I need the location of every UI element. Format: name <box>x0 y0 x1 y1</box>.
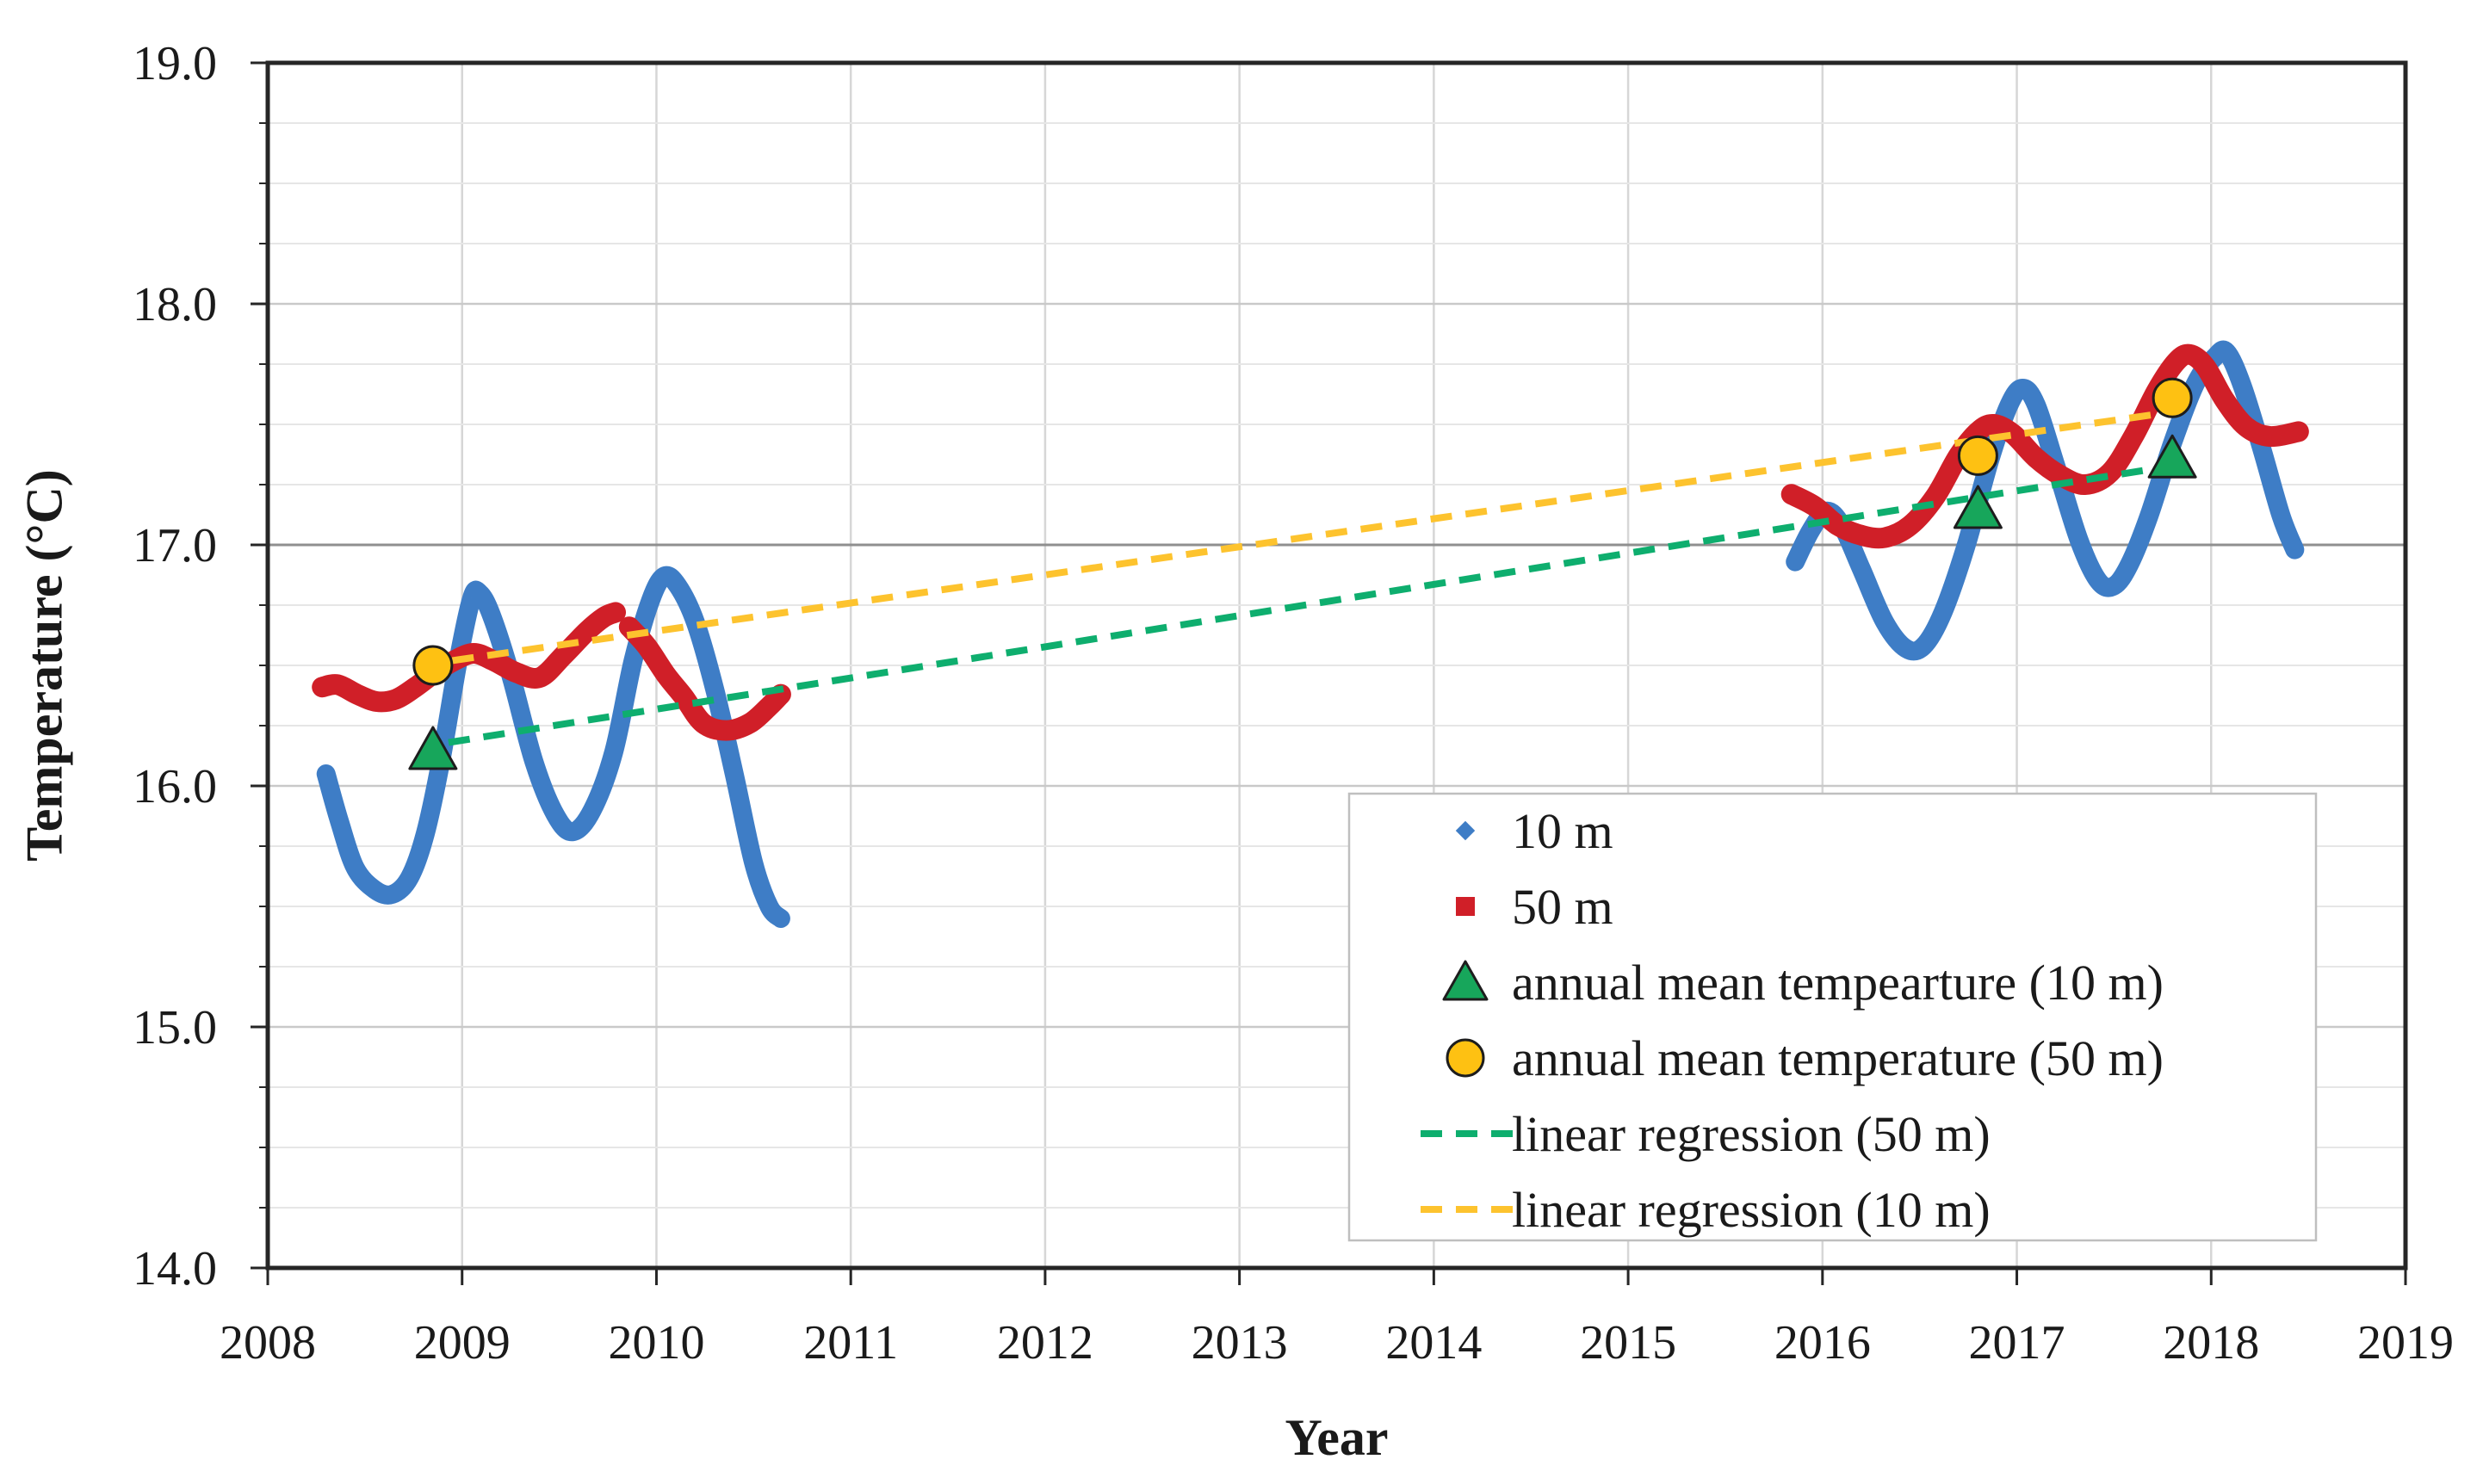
y-tick-labels: 19.0 18.0 17.0 16.0 15.0 14.0 <box>133 37 217 1295</box>
x-tick-label-2010: 2010 <box>608 1316 704 1370</box>
annual-mean-50m-marker <box>2152 377 2193 418</box>
annual-mean-10m-marker <box>408 726 458 770</box>
y-tick-label-19.0: 19.0 <box>133 37 217 90</box>
legend-label-3: annual mean tempearture (10 m) <box>1512 955 2164 1011</box>
annual-mean-markers <box>408 377 2197 770</box>
legend-label-5: linear regression (50 m) <box>1512 1106 1991 1162</box>
series-50m-segment-2 <box>618 616 791 741</box>
legend-label-4: annual mean temperature (50 m) <box>1512 1030 2164 1086</box>
data-series-lines <box>312 340 2309 928</box>
series-10m-segment-2 <box>1786 340 2305 661</box>
regression-line-50m <box>448 464 2162 746</box>
y-tick-label-18.0: 18.0 <box>133 278 217 331</box>
x-tick-label-2019: 2019 <box>2357 1316 2454 1370</box>
y-tick-label-15.0: 15.0 <box>133 1001 217 1054</box>
x-tick-label-2015: 2015 <box>1580 1316 1676 1370</box>
legend-label-6: linear regression (10 m) <box>1512 1182 1991 1238</box>
x-tick-label-2016: 2016 <box>1774 1316 1871 1370</box>
annual-mean-10m-marker <box>1953 485 2003 529</box>
series-10m-segment-1 <box>316 566 790 928</box>
x-tick-label-2013: 2013 <box>1192 1316 1288 1370</box>
x-tick-label-2014: 2014 <box>1385 1316 1482 1370</box>
legend-label-1: 10 m <box>1512 803 1613 859</box>
legend-square-swatch-50m <box>1456 897 1475 916</box>
legend-box <box>1347 792 2318 1242</box>
x-tick-label-2009: 2009 <box>414 1316 511 1370</box>
x-tick-label-2017: 2017 <box>1969 1316 2065 1370</box>
y-axis-title: Temperature (°C) <box>15 469 73 862</box>
series-50m-segment-3 <box>1780 343 2309 549</box>
x-tick-label-2018: 2018 <box>2163 1316 2259 1370</box>
annual-mean-10m-marker <box>2147 434 2197 479</box>
x-tick-label-2008: 2008 <box>220 1316 316 1370</box>
y-tick-label-16.0: 16.0 <box>133 760 217 813</box>
regression-lines <box>448 411 2162 746</box>
legend: 10 m 50 m annual mean tempearture (10 m) an… <box>1347 792 2318 1242</box>
x-tick-label-2012: 2012 <box>997 1316 1093 1370</box>
legend-circle-swatch <box>1446 1038 1485 1078</box>
regression-line-10m <box>451 411 2154 665</box>
x-tick-labels: 2008 2009 2010 2011 2012 2013 2014 2015 2016 2017… <box>220 1316 2454 1370</box>
y-tick-label-14.0: 14.0 <box>133 1242 217 1295</box>
annual-mean-50m-marker <box>412 645 454 686</box>
axis-ticks <box>251 61 2407 1285</box>
legend-label-2: 50 m <box>1512 879 1613 935</box>
x-axis-title: Year <box>1285 1409 1389 1466</box>
legend-triangle-swatch <box>1442 960 1489 1001</box>
y-tick-label-17.0: 17.0 <box>133 519 217 572</box>
annual-mean-50m-marker <box>1957 435 1998 476</box>
x-tick-label-2011: 2011 <box>803 1316 898 1370</box>
